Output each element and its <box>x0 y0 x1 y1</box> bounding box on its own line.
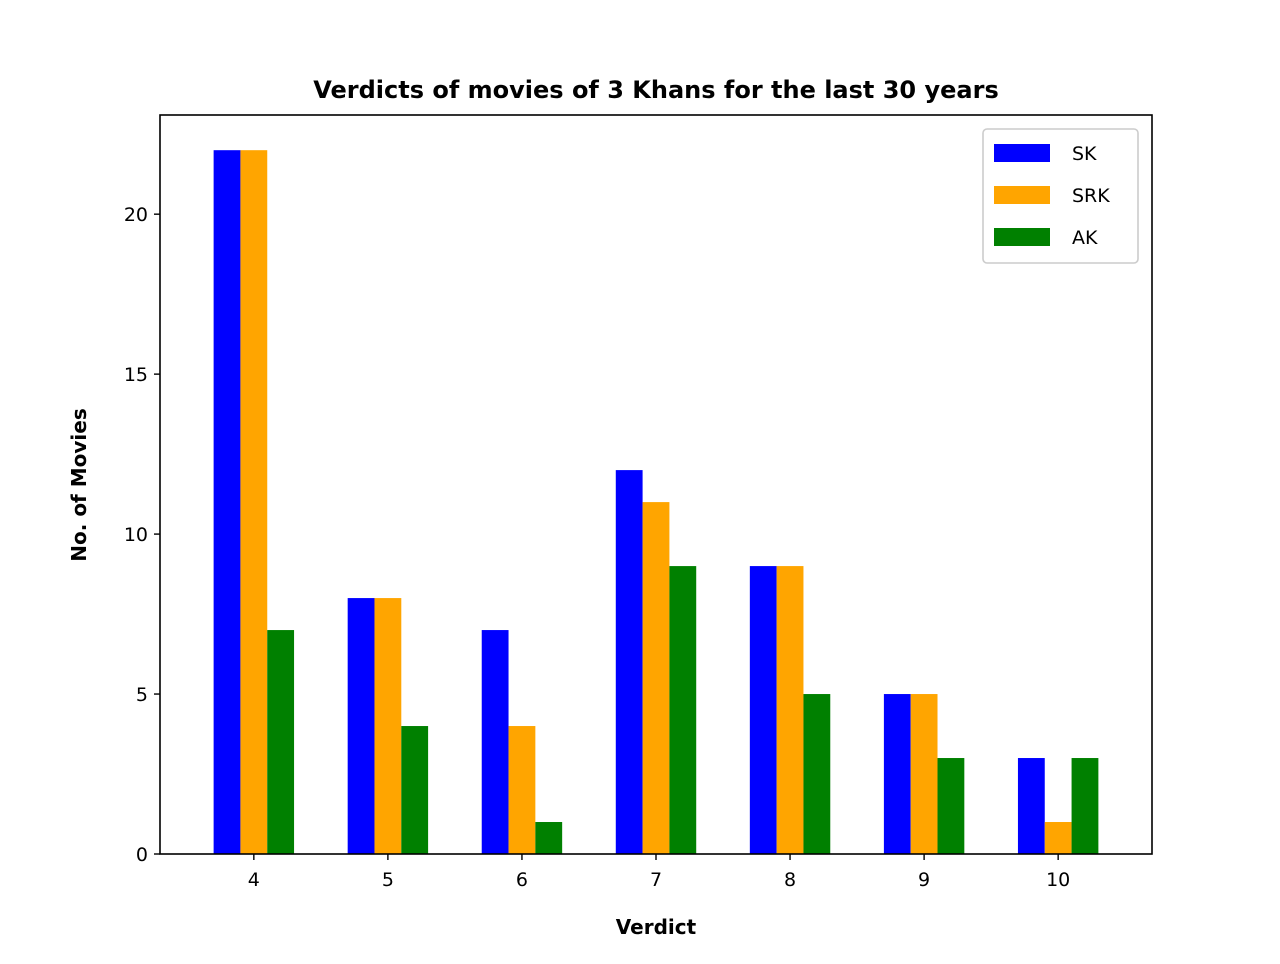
bar-srk-6 <box>508 726 536 854</box>
y-axis-label: No. of Movies <box>67 408 91 561</box>
y-tick-label: 10 <box>124 524 148 546</box>
bar-ak-5 <box>401 726 429 854</box>
bar-ak-9 <box>937 758 965 854</box>
plot-frame <box>159 114 1153 855</box>
bar-ak-7 <box>669 566 697 854</box>
x-tick-label: 9 <box>918 869 930 891</box>
chart-title: Verdicts of movies of 3 Khans for the la… <box>313 76 998 104</box>
bar-srk-5 <box>374 598 402 854</box>
bar-sk-8 <box>749 566 777 854</box>
x-tick-label: 8 <box>784 869 796 891</box>
x-tick-label: 4 <box>248 869 260 891</box>
bar-sk-5 <box>347 598 375 854</box>
bar-srk-8 <box>776 566 804 854</box>
legend-label-sk: SK <box>1072 143 1097 165</box>
bar-sk-10 <box>1017 758 1045 854</box>
bar-srk-7 <box>642 502 670 854</box>
bars-layer <box>213 150 1099 854</box>
bar-sk-6 <box>481 630 509 854</box>
y-tick-label: 20 <box>124 204 148 226</box>
y-tick-label: 5 <box>136 684 148 706</box>
legend: SK SRK AK <box>982 128 1139 264</box>
x-tick-label: 7 <box>650 869 662 891</box>
legend-swatch-ak <box>994 228 1050 246</box>
bar-sk-9 <box>883 694 911 854</box>
bar-srk-9 <box>910 694 938 854</box>
y-tick-label: 15 <box>124 364 148 386</box>
bar-sk-4 <box>213 150 241 854</box>
bar-ak-8 <box>803 694 831 854</box>
bar-ak-6 <box>535 822 563 854</box>
bar-sk-7 <box>615 470 643 854</box>
y-tick-label: 0 <box>136 844 148 866</box>
ticks-layer: 4 5 6 7 8 9 10 0 5 10 15 20 <box>124 204 1070 891</box>
x-tick-label: 6 <box>516 869 528 891</box>
bar-srk-10 <box>1044 822 1072 854</box>
x-tick-label: 5 <box>382 869 394 891</box>
bar-ak-4 <box>267 630 295 854</box>
x-axis-label: Verdict <box>616 915 697 939</box>
legend-label-ak: AK <box>1072 227 1098 249</box>
bar-srk-4 <box>240 150 268 854</box>
legend-swatch-sk <box>994 144 1050 162</box>
x-tick-label: 10 <box>1046 869 1070 891</box>
legend-swatch-srk <box>994 186 1050 204</box>
bar-ak-10 <box>1071 758 1099 854</box>
legend-label-srk: SRK <box>1072 185 1110 207</box>
